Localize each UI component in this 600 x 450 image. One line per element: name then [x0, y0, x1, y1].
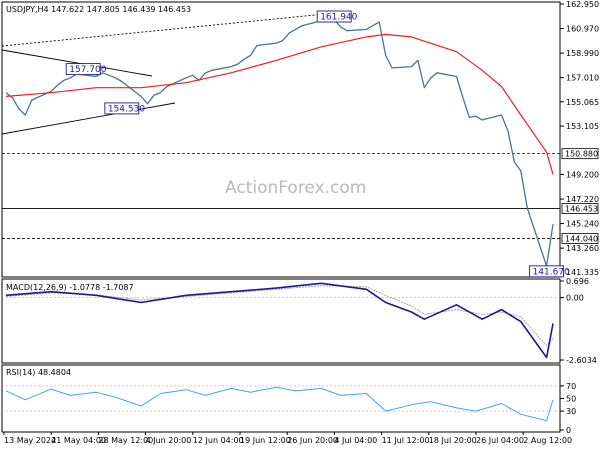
price-tick-label: 145.240 — [566, 220, 599, 229]
price-tick-label: 155.065 — [566, 98, 599, 107]
price-annotation-box — [65, 63, 101, 76]
moving-average-line — [5, 33, 554, 175]
x-tick-label: 4 Jun 20:00 — [146, 436, 192, 445]
macd-label: MACD(12,26,9) -1.0778 -1.7087 — [6, 283, 134, 292]
macd-tick-label: 0.00 — [566, 294, 584, 303]
macd-y-axis: 0.696 0.00 -2.6034 — [2, 277, 597, 365]
price-annotation-box — [316, 10, 352, 23]
price-annotation-label: 141.670 — [533, 267, 570, 277]
rsi-label: RSI(14) 48.4804 — [6, 368, 71, 377]
rsi-tick-label: 30 — [566, 407, 576, 416]
x-tick-label: 21 May 04:00 — [51, 436, 106, 445]
price-tick-label: 147.220 — [566, 195, 599, 204]
price-panel: ActionForex.com 162.950 160.970 158.990 157… — [1, 0, 599, 278]
price-tick-label: 149.200 — [566, 170, 599, 179]
level-label: 150.880 — [565, 150, 598, 159]
price-panel-frame — [1, 1, 561, 278]
x-tick-label: 28 May 12:00 — [98, 436, 153, 445]
price-tick-label: 160.970 — [566, 25, 599, 34]
channel-lower-line — [1, 102, 176, 135]
level-label: 146.453 — [565, 205, 598, 214]
price-annotations: 161.940 157.700 154.530 141.670 — [65, 10, 570, 278]
rsi-line — [5, 386, 554, 422]
macd-line — [5, 282, 554, 359]
price-annotation-box — [529, 265, 565, 278]
price-line — [5, 16, 554, 267]
macd-series — [5, 282, 554, 359]
x-tick-label: 4 Jul 04:00 — [334, 436, 377, 445]
x-tick-label: 2 Aug 12:00 — [523, 436, 572, 445]
rsi-tick-label: 70 — [566, 382, 576, 391]
price-level-lines: 150.880 146.453 144.040 — [2, 148, 599, 244]
rsi-series — [5, 386, 554, 422]
macd-tick-label: 0.696 — [566, 277, 589, 286]
price-series — [5, 16, 554, 267]
level-label: 144.040 — [565, 234, 598, 243]
x-tick-label: 11 Jul 12:00 — [382, 436, 430, 445]
price-tick-label: 158.990 — [566, 49, 599, 58]
x-tick-label: 19 Jun 12:00 — [240, 436, 291, 445]
x-tick-label: 12 Jun 04:00 — [193, 436, 244, 445]
x-tick-label: 18 Jul 20:00 — [429, 436, 477, 445]
price-tick-label: 157.010 — [566, 74, 599, 83]
macd-panel: 0.696 0.00 -2.6034 MACD(12,26,9) -1.0778 -… — [1, 277, 597, 365]
chart-title: USDJPY,H4 147.622 147.805 146.439 146.45… — [6, 5, 191, 14]
price-tick-label: 162.950 — [566, 0, 599, 9]
macd-signal-line — [5, 285, 554, 347]
rsi-tick-label: 50 — [566, 395, 576, 404]
x-tick-label: 26 Jul 04:00 — [476, 436, 524, 445]
price-tick-label: 153.105 — [566, 122, 599, 131]
rsi-tick-label: 0 — [566, 426, 571, 435]
trend-lines — [1, 13, 326, 135]
level-label-box — [561, 203, 599, 214]
watermark: ActionForex.com — [225, 178, 366, 198]
rsi-panel: 70 50 30 0 RSI(14) 48.4804 — [1, 364, 576, 435]
price-tick-label: 141.335 — [566, 268, 599, 277]
price-tick-label: 143.260 — [566, 244, 599, 253]
macd-panel-frame — [1, 278, 561, 364]
x-tick-label: 26 Jun 20:00 — [287, 436, 338, 445]
x-tick-label: 13 May 2024 — [4, 436, 56, 445]
level-label-box — [561, 233, 599, 244]
price-annotation-label: 157.700 — [69, 65, 106, 75]
price-annotation-label: 154.530 — [108, 104, 145, 114]
price-annotation-box — [104, 102, 140, 115]
channel-upper-line — [1, 49, 153, 77]
macd-tick-label: -2.6034 — [566, 356, 597, 365]
price-y-axis: 162.950 160.970 158.990 157.010 155.065 153.1… — [560, 0, 599, 277]
level-label-box — [561, 148, 599, 160]
price-annotation-label: 161.940 — [320, 13, 357, 23]
rsi-y-axis: 70 50 30 0 — [2, 382, 576, 435]
